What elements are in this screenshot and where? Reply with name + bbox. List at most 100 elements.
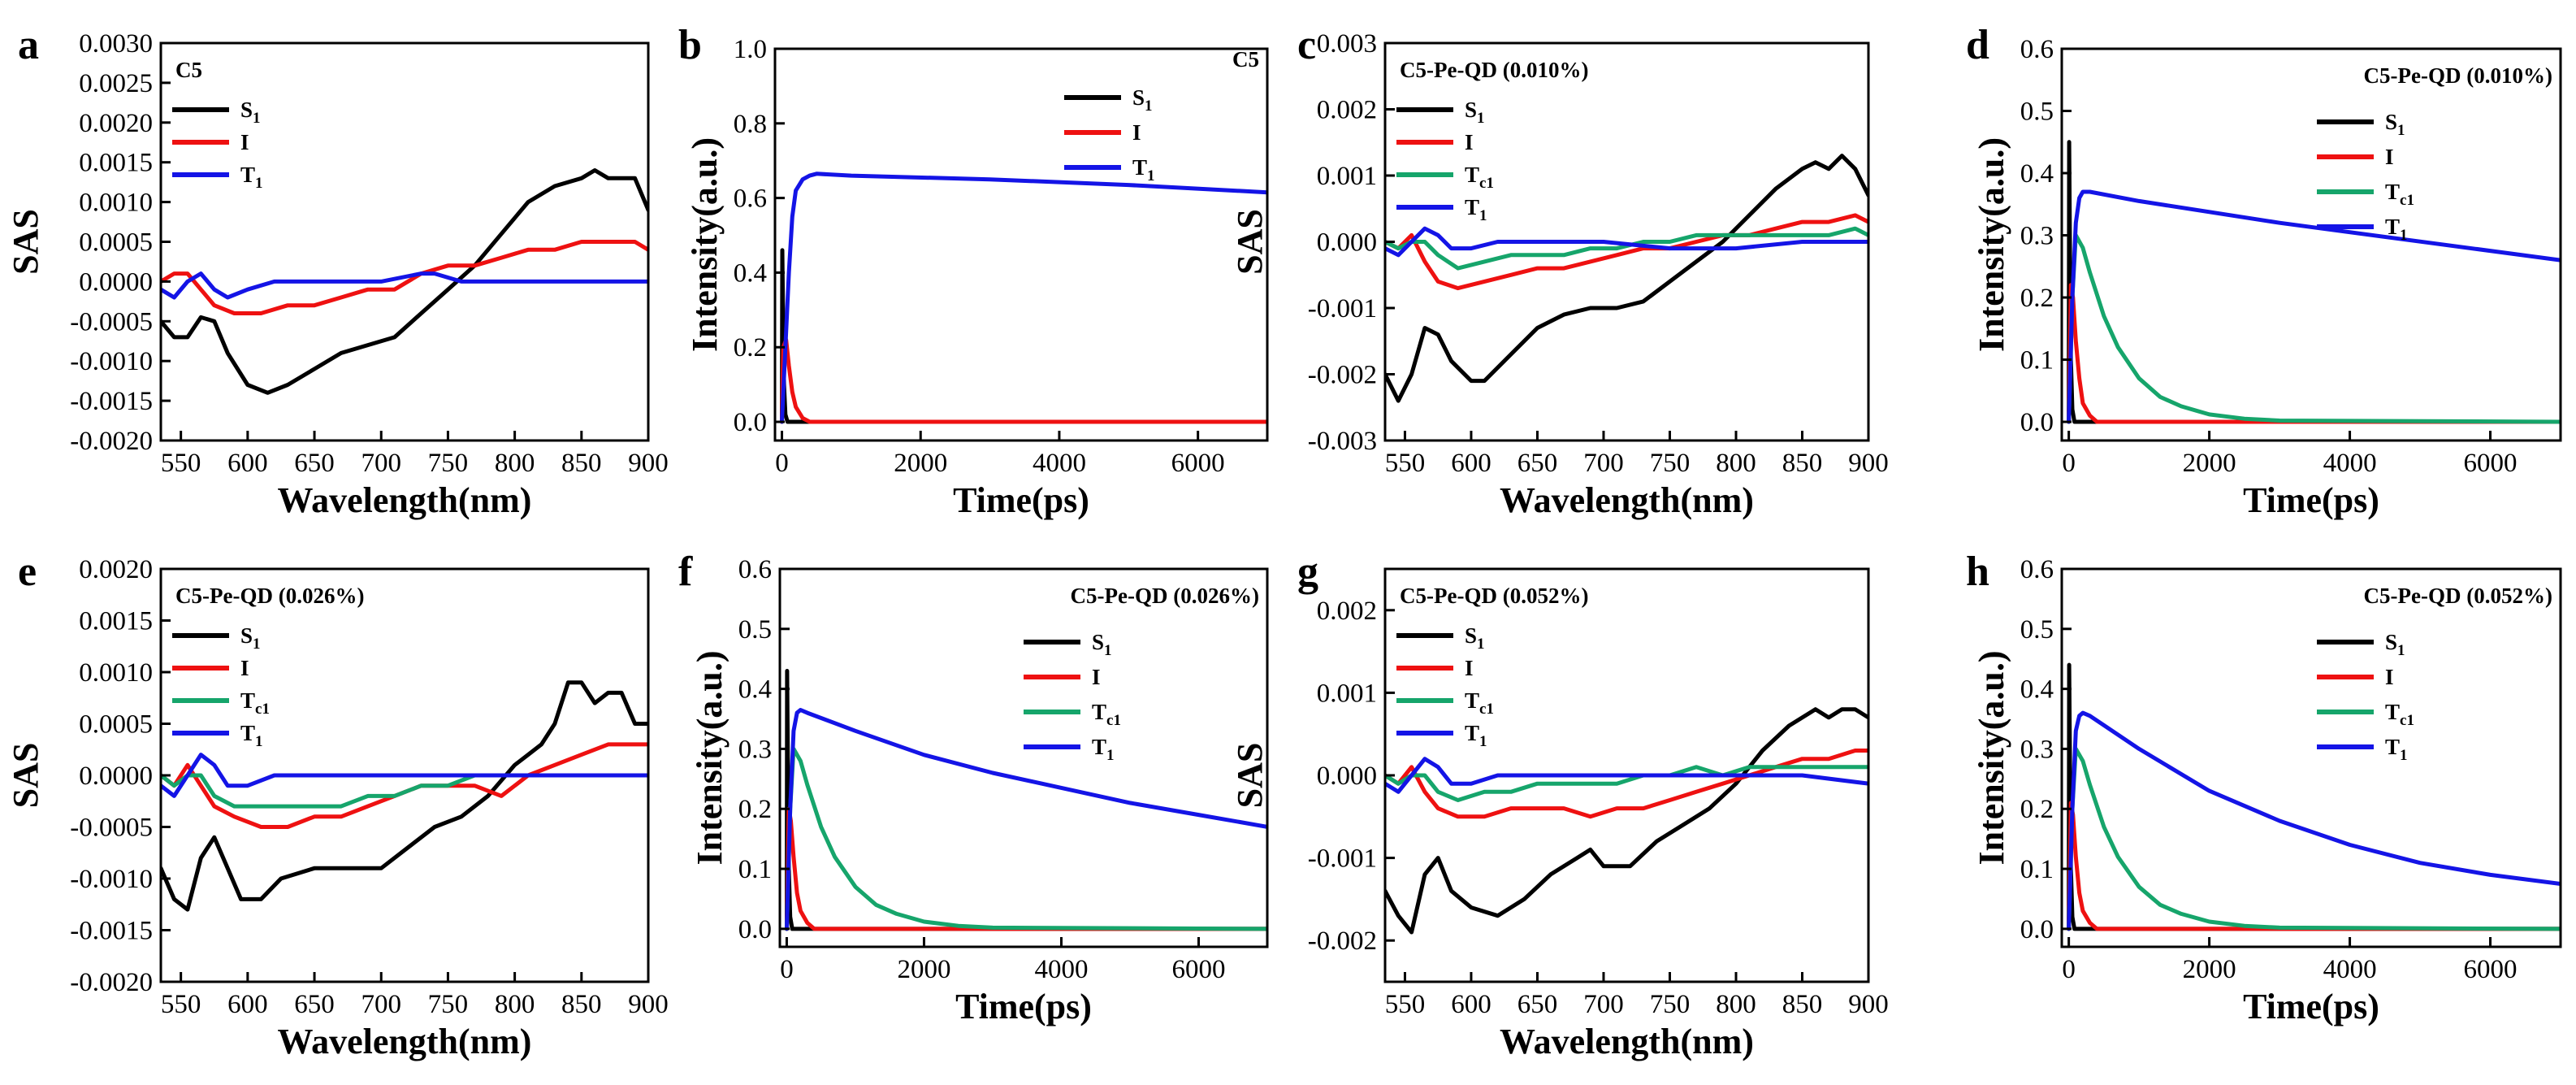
y-tick-label: 0.5 (2020, 98, 2054, 127)
panel-b: 0 2000 4000 6000 0.0 0.2 0.4 0.6 0.8 1.0 Time(ps) I… (678, 22, 1269, 520)
x-tick-label: 850 (1782, 990, 1823, 1019)
y-tick-label: 0.000 (1317, 762, 1377, 791)
y-tick-label: 0.4 (2020, 159, 2054, 189)
x-axis-title: Wavelength(nm) (1500, 480, 1754, 520)
y-tick-label: 0.2 (2020, 795, 2054, 824)
plot-frame (2060, 47, 2562, 442)
x-tick-label: 2000 (894, 449, 947, 478)
legend-label-S1: S1 (2385, 110, 2405, 139)
x-tick-label: 600 (1451, 990, 1491, 1019)
x-tick-label: 6000 (1171, 449, 1225, 478)
series-line-I-e (161, 742, 648, 829)
x-axis-title: Time(ps) (2243, 987, 2379, 1026)
y-tick-label: 0.6 (738, 555, 772, 584)
y-axis-title: SAS (1230, 209, 1270, 275)
panel-h: 0 2000 4000 6000 0.0 0.1 0.2 0.3 0.4 0.5 0.6 Time(p… (1966, 549, 2562, 1026)
series-line-I-a (161, 240, 648, 315)
series-line-T1-f (785, 708, 1267, 931)
y-tick-label: 0.2 (2020, 284, 2054, 313)
x-tick-label: 650 (294, 990, 335, 1019)
x-tick-label: 4000 (1034, 955, 1088, 984)
y-tick-label: 0.0025 (79, 69, 153, 98)
y-tick-label: 0.002 (1317, 96, 1377, 125)
y-tick-label: -0.0015 (70, 917, 153, 946)
y-tick-label: -0.0005 (70, 307, 153, 336)
x-tick-label: 800 (495, 990, 535, 1019)
x-tick-label: 750 (428, 990, 469, 1019)
series-line-Tc1-h (2067, 746, 2561, 931)
legend-label-I: I (1132, 120, 1141, 145)
panel-letter: a (18, 22, 39, 68)
x-tick-label: 4000 (1033, 449, 1086, 478)
y-tick-label: 0.001 (1317, 162, 1377, 191)
plot-frame (2060, 567, 2562, 948)
x-tick-label: 6000 (1171, 955, 1225, 984)
legend-label-I: I (1465, 656, 1474, 680)
panel-c: 550 600 650 700 750 800 850 900 -0.003 -0.002 -0.0… (1230, 22, 1889, 520)
x-axis-title: Wavelength(nm) (278, 1022, 532, 1061)
series-line-S1-e (161, 680, 648, 912)
x-tick-label: 2000 (2183, 955, 2236, 984)
legend-label-I: I (2385, 145, 2394, 169)
legend-label-I: I (240, 130, 249, 154)
series-line-Tc1-c (1385, 226, 1868, 271)
legend-label-T1: T1 (1132, 155, 1155, 184)
legend-label-S1: S1 (1465, 98, 1485, 127)
y-tick-label: 0.3 (2020, 222, 2054, 251)
y-tick-label: 0.0 (2020, 408, 2054, 437)
y-tick-label: 0.0030 (79, 29, 153, 59)
x-tick-label: 550 (1385, 449, 1426, 478)
y-tick-label: 0.001 (1317, 679, 1377, 708)
legend-label-I: I (1092, 665, 1101, 689)
y-tick-label: 0.4 (734, 258, 767, 288)
x-tick-label: 750 (1650, 449, 1691, 478)
x-tick-label: 650 (1517, 990, 1558, 1019)
y-tick-label: 0.4 (738, 675, 772, 705)
panel-g: 550 600 650 700 750 800 850 900 -0.002 -0.001 0.00… (1230, 549, 1889, 1061)
panel-a: 550 600 650 700 750 800 850 900 -0.0020 -0.0015 -0… (6, 22, 669, 520)
panel-e: 550 600 650 700 750 800 850 900 -0.0020 -0.0015 -0… (6, 549, 669, 1061)
series-line-T1-b (780, 171, 1267, 424)
legend-label-Tc1: Tc1 (1092, 700, 1121, 729)
series-line-S1-g (1385, 707, 1868, 935)
legend-label-S1: S1 (1465, 623, 1485, 653)
panel-title: C5 (175, 58, 202, 82)
y-tick-label: 0.1 (2020, 855, 2054, 884)
x-axis-title: Time(ps) (2243, 480, 2379, 520)
legend-label-Tc1: Tc1 (2385, 700, 2414, 729)
plot-frame (778, 567, 1269, 948)
panel-title: C5 (1232, 47, 1259, 72)
panel-title: C5-Pe-QD (0.052%) (2364, 584, 2552, 608)
legend-label-Tc1: Tc1 (240, 688, 270, 718)
series-line-T1-d (2067, 189, 2561, 424)
legend-label-S1: S1 (240, 98, 261, 127)
x-tick-label: 6000 (2464, 449, 2518, 478)
x-tick-label: 800 (1716, 449, 1756, 478)
y-tick-label: 0.0015 (79, 149, 153, 178)
y-tick-label: -0.002 (1308, 927, 1377, 956)
y-tick-label: -0.0015 (70, 387, 153, 416)
panel-letter: b (678, 22, 702, 68)
panel-d: 0 2000 4000 6000 0.0 0.1 0.2 0.3 0.4 0.5 0.6 Time(p… (1966, 22, 2562, 520)
panel-letter: d (1966, 22, 1989, 68)
x-tick-label: 650 (294, 449, 335, 478)
y-axis-title: Intensity(a.u.) (685, 137, 725, 352)
x-axis-title: Wavelength(nm) (278, 480, 532, 520)
x-tick-label: 0 (780, 955, 794, 984)
y-tick-label: -0.001 (1308, 844, 1377, 874)
y-axis-title: SAS (6, 209, 45, 275)
y-tick-label: 0.003 (1317, 29, 1377, 59)
y-tick-label: -0.0005 (70, 814, 153, 843)
legend-label-T1: T1 (1092, 735, 1115, 764)
x-tick-label: 0 (2062, 449, 2076, 478)
x-tick-label: 600 (227, 449, 268, 478)
x-tick-label: 6000 (2464, 955, 2518, 984)
y-tick-label: 0.8 (734, 110, 767, 139)
series-line-I-c (1385, 213, 1868, 291)
series-line-S1-c (1385, 154, 1868, 403)
legend-label-T1: T1 (240, 163, 263, 192)
y-tick-label: 0.0010 (79, 658, 153, 688)
panel-letter: h (1966, 549, 1989, 595)
y-tick-label: 0.0005 (79, 710, 153, 740)
y-tick-label: 0.6 (2020, 555, 2054, 584)
